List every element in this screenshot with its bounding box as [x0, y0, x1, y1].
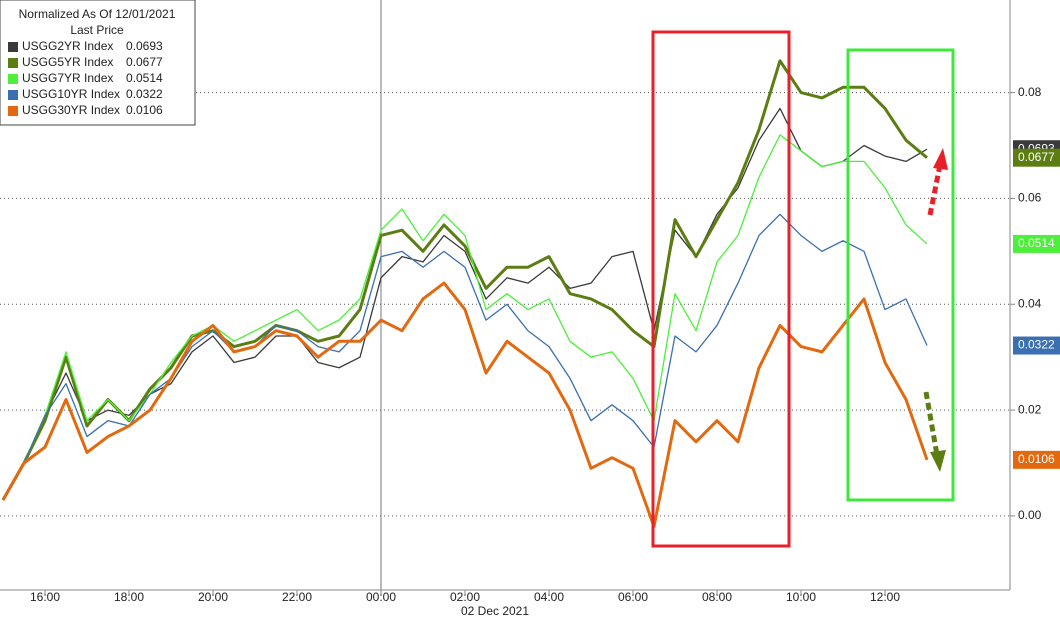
y-tick-label: 0.06 [1018, 191, 1042, 205]
series-line [1, 281, 929, 529]
legend-swatch [8, 74, 18, 84]
value-tag-label: 0.0106 [1018, 452, 1055, 466]
series-line [2, 213, 928, 501]
legend-label: USGG2YR Index [22, 39, 113, 53]
series-line [2, 107, 928, 501]
legend-value: 0.0322 [126, 87, 163, 101]
y-tick-label: 0.04 [1018, 296, 1042, 310]
x-tick-label: 04:00 [534, 590, 564, 604]
value-tag [1013, 148, 1060, 167]
x-tick-label: 16:00 [30, 590, 60, 604]
arrow-up [927, 164, 943, 216]
x-tick-label: 08:00 [702, 590, 732, 604]
arrow-head [933, 148, 948, 170]
x-tick-label: 06:00 [618, 590, 648, 604]
plot-area [0, 0, 1010, 590]
series-line [2, 134, 928, 501]
legend-swatch [8, 42, 18, 52]
value-tag-label: 0.0514 [1018, 236, 1055, 250]
legend: Normalized As Of 12/01/2021 Last Price U… [0, 0, 196, 126]
series-line [1, 59, 928, 501]
x-tick-label: 02:00 [450, 590, 480, 604]
legend-subtitle: Last Price [70, 23, 124, 37]
value-tag-label: 0.0322 [1018, 338, 1055, 352]
legend-label: USGG5YR Index [22, 55, 113, 69]
legend-box [0, 0, 196, 126]
legend-label: USGG7YR Index [22, 71, 113, 85]
x-tick-label: 18:00 [114, 590, 144, 604]
value-tag [1013, 234, 1060, 253]
legend-value: 0.0106 [126, 103, 163, 117]
arrow-head [930, 450, 946, 472]
legend-value: 0.0693 [126, 39, 163, 53]
y-tick-label: 0.00 [1018, 508, 1042, 522]
x-tick-label: 12:00 [870, 590, 900, 604]
y-tick-label: 0.02 [1018, 402, 1042, 416]
legend-swatch [8, 90, 18, 100]
x-tick-label: 20:00 [198, 590, 228, 604]
x-tick-label: 10:00 [786, 590, 816, 604]
legend-value: 0.0514 [126, 71, 163, 85]
value-tag [1013, 336, 1060, 355]
legend-swatch [8, 58, 18, 68]
legend-label: USGG10YR Index [22, 87, 120, 101]
legend-title: Normalized As Of 12/01/2021 [19, 7, 176, 21]
value-tag [1013, 450, 1060, 469]
value-tag-label: 0.0677 [1018, 150, 1055, 164]
highlight-box-red [651, 30, 791, 548]
highlight-box-green [846, 48, 955, 502]
legend-value: 0.0677 [126, 55, 163, 69]
legend-swatch [8, 106, 18, 116]
x-tick-label: 22:00 [282, 590, 312, 604]
legend-label: USGG30YR Index [22, 103, 120, 117]
x-tick-label: 00:00 [366, 590, 396, 604]
x-axis-label: 02 Dec 2021 [461, 604, 529, 618]
y-tick-label: 0.08 [1018, 85, 1042, 99]
